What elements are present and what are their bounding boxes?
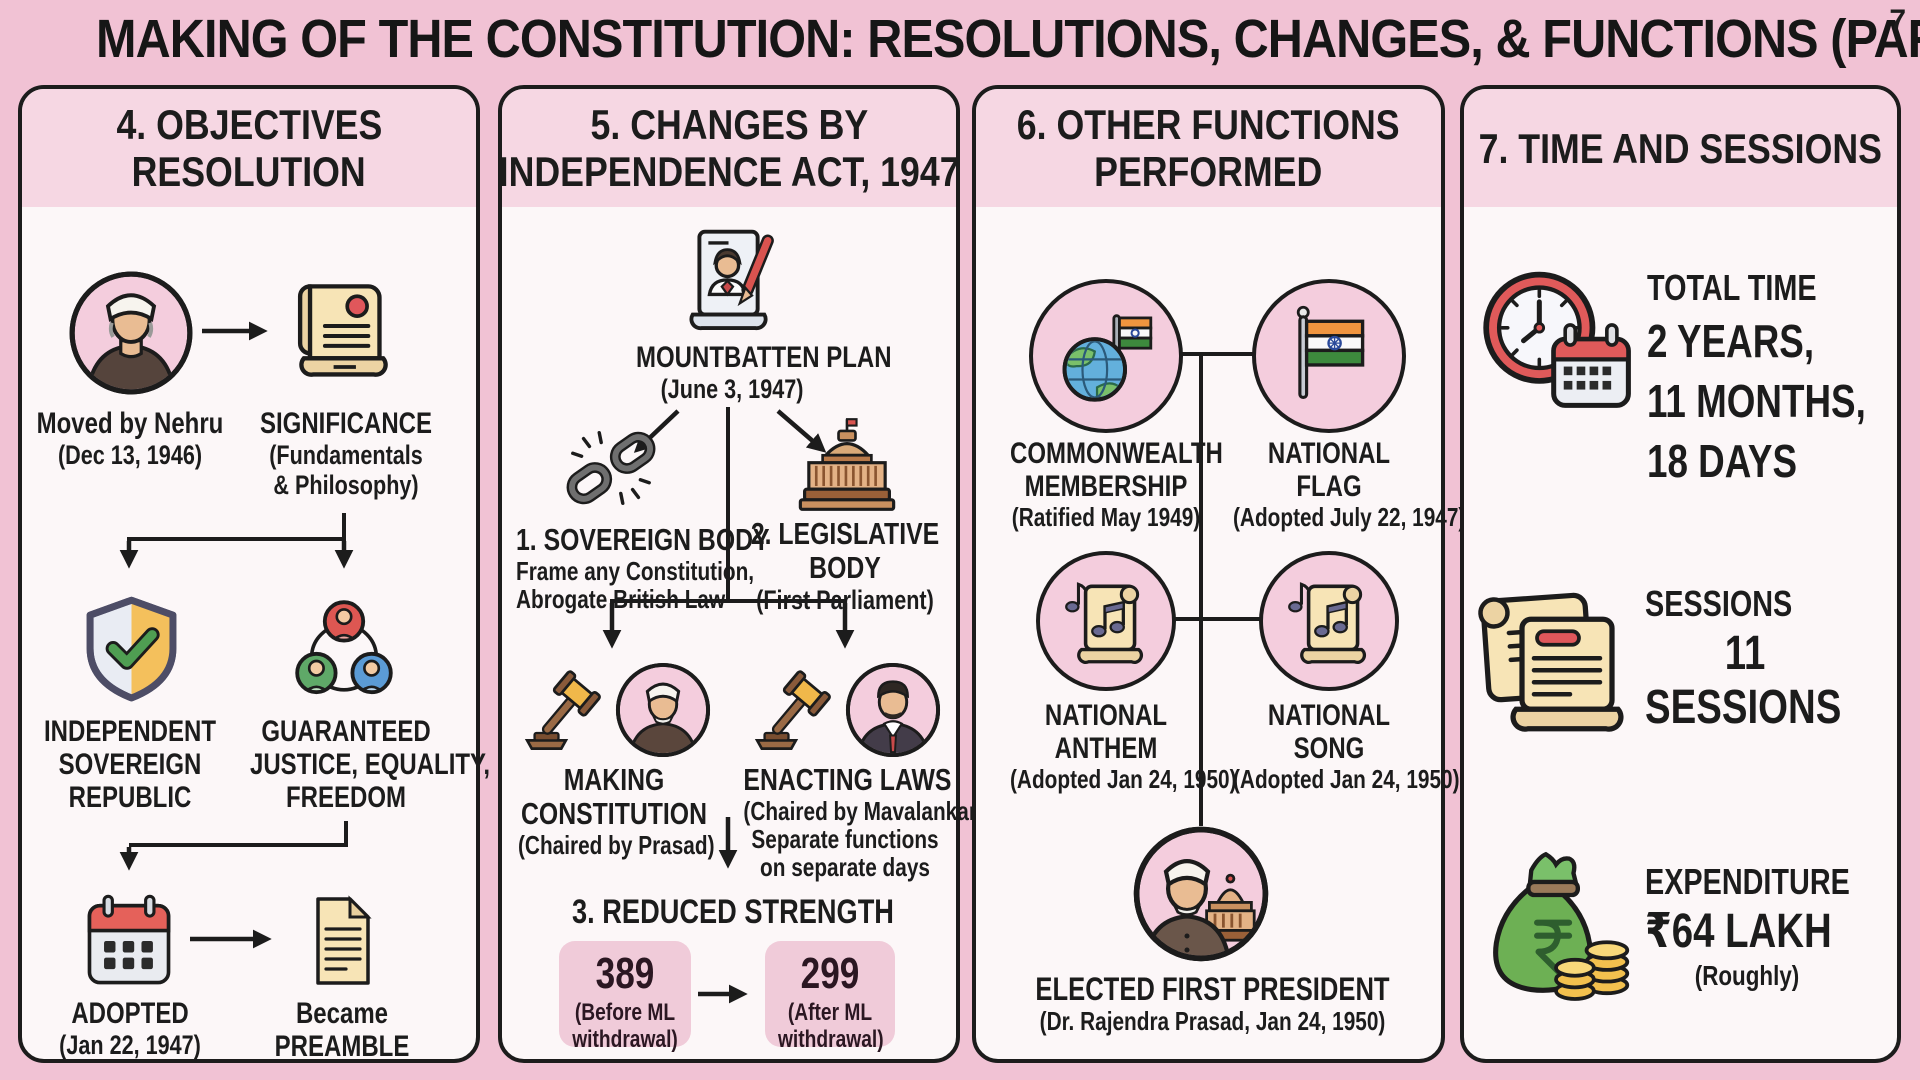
national-flag-node bbox=[1252, 279, 1406, 433]
flow-arrow bbox=[698, 984, 748, 1004]
scroll-icon bbox=[284, 269, 408, 393]
before-withdrawal-box: 389 (Before ML withdrawal) bbox=[559, 941, 691, 1053]
mavalankar-portrait-icon bbox=[844, 661, 942, 759]
panel1-header-line1: 4. OBJECTIVES bbox=[116, 101, 382, 148]
sessions-block: SESSIONS 11 SESSIONS bbox=[1645, 581, 1845, 735]
connector-line bbox=[129, 843, 346, 847]
connector-line bbox=[726, 407, 730, 603]
before-withdrawal-value: 389 (Before ML withdrawal) bbox=[572, 949, 678, 1053]
reduced-strength-label: 3. REDUCED STRENGTH bbox=[572, 893, 894, 931]
president-portrait-icon bbox=[1131, 824, 1271, 964]
nehru-portrait-icon bbox=[67, 269, 195, 397]
connector-line bbox=[1173, 617, 1262, 621]
gavel-icon bbox=[518, 667, 610, 753]
panel-other-functions: 6. OTHER FUNCTIONS PERFORMED bbox=[972, 85, 1466, 1063]
flow-arrow bbox=[202, 321, 268, 341]
panel-time-and-sessions: 7. TIME AND SESSIONS TOTAL bbox=[1460, 85, 1901, 1063]
clock-calendar-icon bbox=[1479, 264, 1637, 416]
total-time-years: 2 YEARS, bbox=[1647, 315, 1815, 367]
panel4-header: 7. TIME AND SESSIONS bbox=[1464, 89, 1897, 207]
money-bag-icon bbox=[1476, 841, 1636, 1013]
elected-first-president-label: ELECTED FIRST PRESIDENT (Dr. Rajendra Pr… bbox=[1035, 971, 1390, 1036]
commonwealth-node bbox=[1029, 279, 1183, 433]
sessions-count: 11 bbox=[1724, 627, 1766, 680]
scrolls-icon bbox=[1474, 579, 1639, 739]
sessions-word: SESSIONS bbox=[1645, 681, 1842, 734]
guaranteed-justice-label: GUARANTEED JUSTICE, EQUALITY, FREEDOM bbox=[250, 715, 491, 814]
total-time-block: TOTAL TIME 2 YEARS, 11 MONTHS, 18 DAYS bbox=[1647, 265, 1866, 491]
significance-label: SIGNIFICANCE (Fundamentals & Philosophy) bbox=[259, 407, 432, 500]
flow-arrow bbox=[119, 541, 139, 569]
panel1-header: 4. OBJECTIVES RESOLUTION bbox=[22, 89, 476, 207]
national-anthem-node bbox=[1036, 551, 1176, 691]
panel2-header-line1: 5. CHANGES BY bbox=[590, 101, 868, 148]
parliament-icon bbox=[792, 415, 902, 521]
panel-independence-act-changes: 5. CHANGES BY INDEPENDENCE ACT, 1947 MOU… bbox=[498, 85, 984, 1063]
connector-line bbox=[1199, 354, 1203, 826]
connector-line bbox=[344, 821, 348, 847]
document-icon bbox=[292, 891, 392, 991]
commonwealth-label: COMMONWEALTH MEMBERSHIP (Ratified May 19… bbox=[1010, 437, 1223, 532]
flow-arrow bbox=[334, 541, 354, 569]
expenditure-value: ₹64 LAKH bbox=[1645, 905, 1832, 958]
flow-arrow bbox=[718, 817, 738, 869]
calendar-icon bbox=[77, 889, 181, 993]
people-group-icon bbox=[284, 589, 404, 709]
page-number: 7 bbox=[1889, 4, 1906, 37]
total-time-label: TOTAL TIME bbox=[1647, 267, 1817, 308]
flow-arrow bbox=[602, 603, 622, 649]
national-flag-label: NATIONAL FLAG (Adopted July 22, 1947) bbox=[1233, 437, 1466, 532]
became-preamble-label: Became PREAMBLE bbox=[274, 997, 410, 1063]
adopted-label: ADOPTED (Jan 22, 1947) bbox=[59, 997, 201, 1060]
broken-chain-icon bbox=[562, 419, 660, 517]
connector-line bbox=[610, 599, 847, 603]
connector-line bbox=[342, 513, 346, 541]
flow-arrow bbox=[119, 847, 139, 871]
gavel-icon bbox=[748, 667, 840, 753]
panel3-header-line2: PERFORMED bbox=[1094, 148, 1323, 195]
panel3-header: 6. OTHER FUNCTIONS PERFORMED bbox=[976, 89, 1441, 207]
music-scroll-icon bbox=[1055, 570, 1157, 672]
india-flag-icon bbox=[1273, 300, 1385, 412]
shield-check-icon bbox=[74, 591, 189, 706]
sessions-label: SESSIONS bbox=[1645, 583, 1793, 624]
panel2-header: 5. CHANGES BY INDEPENDENCE ACT, 1947 bbox=[499, 89, 959, 207]
globe-flag-icon bbox=[1050, 300, 1162, 412]
panel4-header-line1: 7. TIME AND SESSIONS bbox=[1478, 124, 1883, 172]
expenditure-label: EXPENDITURE bbox=[1645, 861, 1850, 902]
mountbatten-plan-icon bbox=[677, 225, 789, 337]
expenditure-block: EXPENDITURE ₹64 LAKH (Roughly) bbox=[1645, 859, 1850, 993]
connector-line bbox=[1180, 352, 1255, 356]
moved-by-nehru-label: Moved by Nehru (Dec 13, 1946) bbox=[36, 407, 224, 470]
total-time-days: 18 DAYS bbox=[1647, 435, 1798, 487]
flow-arrow bbox=[835, 603, 855, 649]
enacting-laws-label: ENACTING LAWS (Chaired by Mavalankar) Se… bbox=[743, 762, 984, 882]
after-withdrawal-box: 299 (After ML withdrawal) bbox=[765, 941, 895, 1053]
panel1-header-line2: RESOLUTION bbox=[131, 148, 367, 195]
prasad-portrait-icon bbox=[614, 661, 712, 759]
total-time-months: 11 MONTHS, bbox=[1647, 375, 1866, 427]
national-song-label: NATIONAL SONG (Adopted Jan 24, 1950) bbox=[1233, 699, 1460, 794]
flow-arrow bbox=[776, 409, 827, 453]
after-withdrawal-value: 299 (After ML withdrawal) bbox=[778, 949, 884, 1053]
connector-line bbox=[127, 537, 346, 541]
national-anthem-label: NATIONAL ANTHEM (Adopted Jan 24, 1950) bbox=[1010, 699, 1237, 794]
music-scroll-icon bbox=[1278, 570, 1380, 672]
making-constitution-label: MAKING CONSTITUTION (Chaired by Prasad) bbox=[518, 762, 715, 860]
expenditure-sub: (Roughly) bbox=[1694, 960, 1800, 991]
mountbatten-plan-label: MOUNTBATTEN PLAN (June 3, 1947) bbox=[636, 341, 892, 404]
flow-arrow bbox=[190, 929, 272, 949]
independent-sovereign-republic-label: INDEPENDENT SOVEREIGN REPUBLIC bbox=[43, 715, 217, 814]
panel2-header-line2: INDEPENDENCE ACT, 1947 bbox=[498, 148, 960, 195]
panel-objectives-resolution: 4. OBJECTIVES RESOLUTION bbox=[18, 85, 491, 1063]
panel3-header-line1: 6. OTHER FUNCTIONS bbox=[1017, 101, 1400, 148]
national-song-node bbox=[1259, 551, 1399, 691]
page-title: MAKING OF THE CONSTITUTION: RESOLUTIONS,… bbox=[96, 9, 1920, 69]
